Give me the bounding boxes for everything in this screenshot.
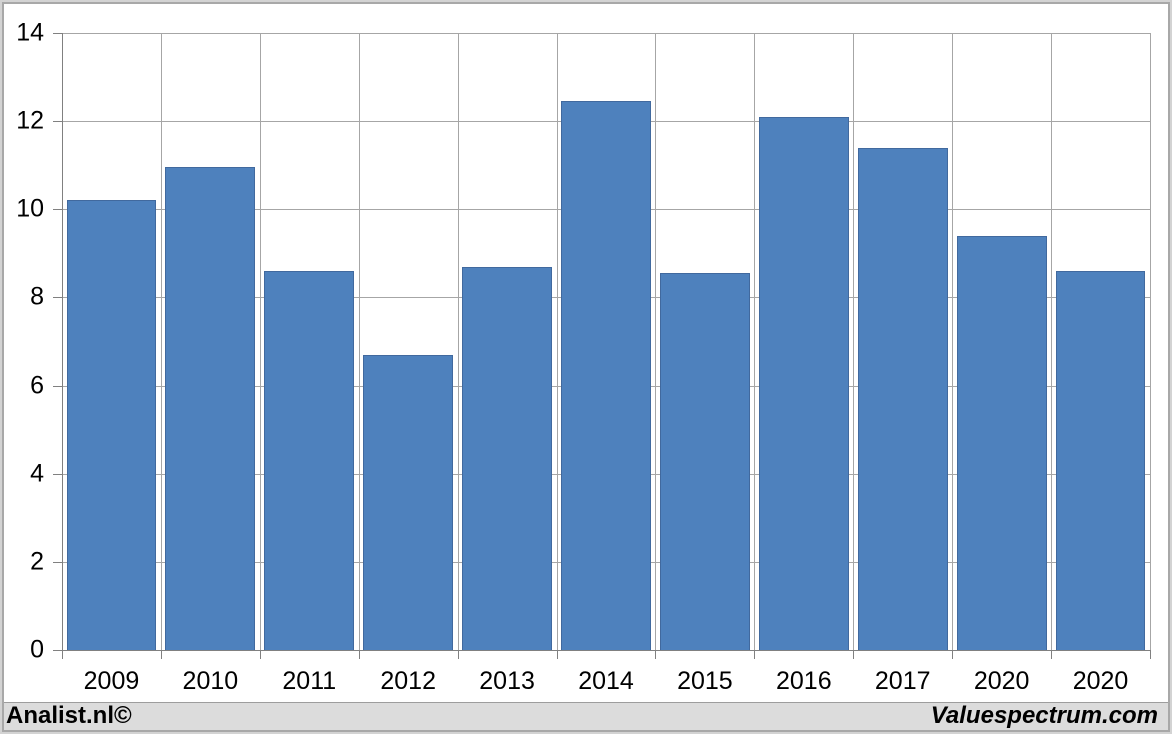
bar-2013-4 — [462, 266, 553, 650]
footer-bar: Analist.nl© Valuespectrum.com — [4, 702, 1168, 730]
bar-2020-9 — [956, 235, 1047, 650]
x-gridline-4 — [458, 33, 459, 650]
x-tick-label-2012-3: 2012 — [380, 667, 436, 695]
bar-2020-10 — [1055, 271, 1146, 650]
x-tick-8 — [853, 650, 854, 659]
x-tick-5 — [557, 650, 558, 659]
x-gridline-8 — [853, 33, 854, 650]
x-gridline-9 — [952, 33, 953, 650]
x-tick-label-2017-8: 2017 — [874, 667, 931, 695]
bar-2016-7 — [758, 116, 849, 650]
x-tick-label-2011-2: 2011 — [282, 667, 337, 695]
x-tick-9 — [952, 650, 953, 659]
y-tick-2 — [53, 562, 62, 563]
chart-canvas: 0 2 4 6 8 10 12 14 2009 2010 2011 2012 2013 2014 2015 2… — [4, 4, 1168, 702]
y-tick-6 — [53, 386, 62, 387]
x-tick-0 — [62, 650, 63, 659]
y-tick-label-8: 8 — [30, 282, 44, 311]
y-tick-label-0: 0 — [30, 635, 44, 664]
x-tick-label-2020-9: 2020 — [973, 667, 1030, 695]
x-tick-label-2015-6: 2015 — [677, 667, 733, 695]
x-tick-10 — [1051, 650, 1052, 659]
plot-area — [62, 33, 1151, 651]
bar-2011-2 — [264, 271, 355, 650]
footer-brand-left: Analist.nl© — [6, 701, 132, 729]
x-gridline-5 — [557, 33, 558, 650]
x-gridline-11 — [1150, 33, 1151, 650]
x-tick-11 — [1150, 650, 1151, 659]
x-gridline-3 — [359, 33, 360, 650]
x-gridline-1 — [161, 33, 162, 650]
x-tick-2 — [260, 650, 261, 659]
x-gridline-6 — [655, 33, 656, 650]
x-axis-line — [62, 650, 1150, 651]
x-gridline-7 — [754, 33, 755, 650]
bar-2009-0 — [66, 200, 157, 650]
x-gridline-10 — [1051, 33, 1052, 650]
x-tick-7 — [754, 650, 755, 659]
y-tick-label-2: 2 — [30, 547, 44, 576]
x-tick-3 — [359, 650, 360, 659]
y-gridline-14 — [62, 33, 1150, 34]
bar-2017-8 — [857, 147, 948, 650]
x-tick-label-2014-5: 2014 — [578, 667, 634, 695]
x-tick-6 — [655, 650, 656, 659]
bar-2015-6 — [659, 273, 750, 650]
x-tick-label-2009-0: 2009 — [83, 667, 140, 695]
y-axis-line — [62, 33, 63, 650]
x-tick-label-2020-10: 2020 — [1072, 667, 1129, 695]
y-tick-0 — [53, 650, 62, 651]
x-tick-label-2010-1: 2010 — [182, 667, 239, 695]
x-gridline-2 — [260, 33, 261, 650]
x-tick-label-2013-4: 2013 — [479, 667, 535, 695]
bar-2012-3 — [363, 354, 454, 650]
y-tick-10 — [53, 209, 62, 210]
bar-2010-1 — [165, 167, 256, 650]
bar-2014-5 — [561, 101, 651, 650]
x-tick-1 — [161, 650, 162, 659]
x-tick-label-2016-7: 2016 — [776, 667, 832, 695]
y-tick-4 — [53, 474, 62, 475]
y-tick-label-10: 10 — [16, 194, 44, 223]
y-tick-label-12: 12 — [16, 106, 44, 135]
x-tick-4 — [458, 650, 459, 659]
y-tick-label-4: 4 — [30, 459, 44, 488]
y-tick-label-6: 6 — [30, 371, 44, 400]
y-tick-8 — [53, 297, 62, 298]
y-tick-12 — [53, 121, 62, 122]
footer-brand-right: Valuespectrum.com — [930, 701, 1158, 729]
y-tick-14 — [53, 33, 62, 34]
y-tick-label-14: 14 — [16, 18, 44, 47]
